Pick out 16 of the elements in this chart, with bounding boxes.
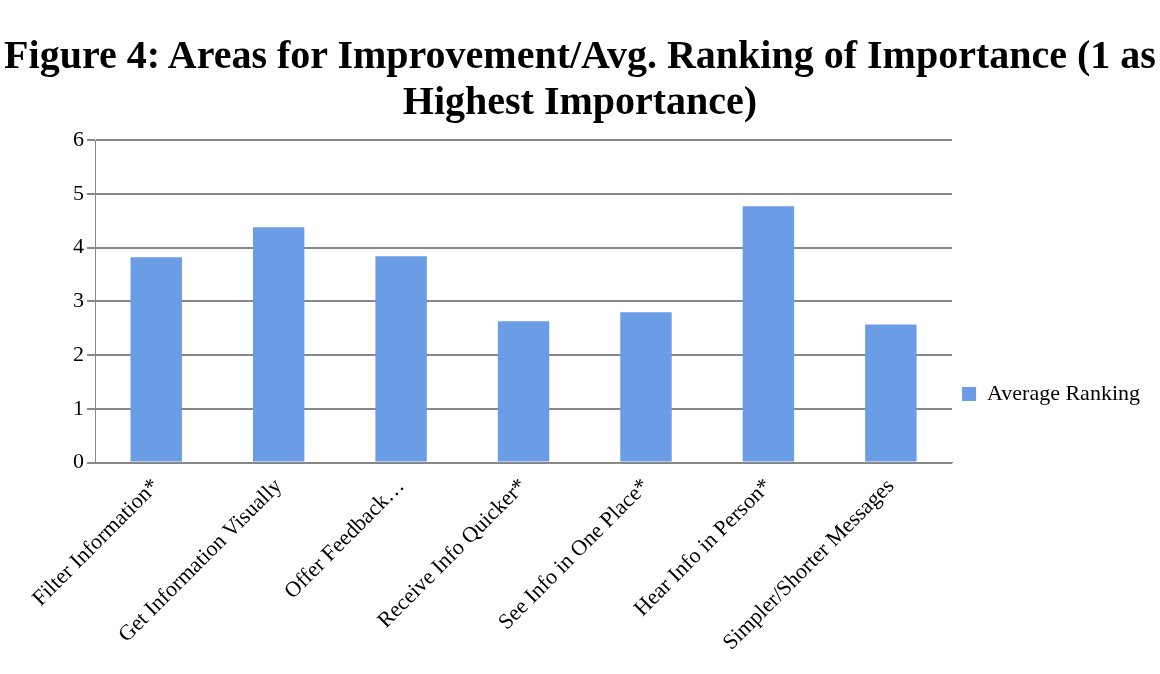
bar <box>375 256 427 462</box>
bar <box>742 206 795 462</box>
legend-label: Average Ranking <box>987 379 1141 405</box>
y-tick-label: 4 <box>73 233 84 259</box>
y-tick-label: 1 <box>73 394 84 420</box>
y-tick-label: 6 <box>73 125 84 151</box>
chart-title: Figure 4: Areas for Improvement/Avg. Ranking of Importance (1 as Highest Importance) <box>3 32 1157 124</box>
bar <box>130 257 182 462</box>
bar <box>620 312 672 462</box>
y-tick-label: 2 <box>73 340 84 366</box>
bar <box>497 321 550 462</box>
bar <box>865 324 917 462</box>
y-tick-label: 0 <box>73 448 84 474</box>
y-tick-label: 3 <box>73 287 84 313</box>
y-tick-label: 5 <box>73 179 84 205</box>
bar <box>252 227 305 462</box>
